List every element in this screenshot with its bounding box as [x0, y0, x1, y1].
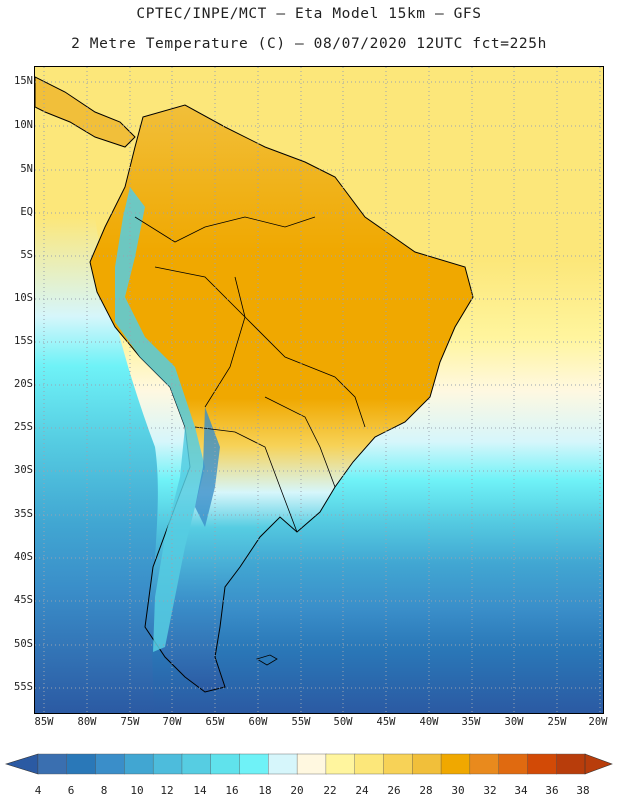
colorbar-swatch — [181, 753, 212, 775]
colorbar-label: 24 — [355, 784, 369, 797]
lon-label-25w: 25W — [547, 716, 567, 728]
lon-label-80w: 80W — [77, 716, 97, 728]
lon-label-55w: 55W — [291, 716, 311, 728]
lat-label-30s: 30S — [14, 464, 33, 476]
colorbar-label: 16 — [225, 784, 239, 797]
colorbar-label: 26 — [387, 784, 401, 797]
andes-cold-zone — [115, 187, 205, 652]
colorbar-label: 14 — [193, 784, 207, 797]
colorbar-label: 4 — [34, 784, 42, 797]
lon-label-35w: 35W — [461, 716, 481, 728]
colorbar-label: 34 — [514, 784, 528, 797]
lat-label-25s: 25S — [14, 421, 33, 433]
lat-label-10s: 10S — [14, 292, 33, 304]
colorbar-swatch — [152, 753, 183, 775]
lon-label-65w: 65W — [205, 716, 225, 728]
pacific-ocean-field — [35, 217, 158, 713]
colorbar-swatch — [440, 753, 471, 775]
colorbar-label: 8 — [100, 784, 108, 797]
colorbar-swatch — [383, 753, 413, 775]
lat-label-5s: 5S — [20, 249, 33, 261]
lon-label-60w: 60W — [248, 716, 268, 728]
temperature-map[interactable] — [34, 66, 604, 714]
lon-label-85w: 85W — [34, 716, 54, 728]
colorbar-label: 38 — [576, 784, 590, 797]
title-line-1: CPTEC/INPE/MCT – Eta Model 15km – GFS — [136, 6, 482, 22]
colorbar-label: 18 — [258, 784, 272, 797]
colorbar-arrow-high — [584, 753, 613, 775]
lat-lon-grid — [35, 67, 603, 713]
colorbar-label: 32 — [483, 784, 497, 797]
colorbar-label: 36 — [545, 784, 559, 797]
falkland-islands — [256, 654, 278, 666]
colorbar-label: 6 — [67, 784, 75, 797]
colorbar-swatch — [325, 753, 356, 775]
lat-label-eq: EQ — [20, 206, 33, 218]
lon-label-75w: 75W — [120, 716, 140, 728]
lat-label-10n: 10N — [14, 119, 33, 131]
lat-label-15s: 15S — [14, 335, 33, 347]
colorbar-swatch — [556, 753, 586, 775]
lat-label-35s: 35S — [14, 508, 33, 520]
andes-high-cold — [195, 407, 220, 527]
colorbar-swatch — [469, 753, 500, 775]
lon-label-45w: 45W — [376, 716, 396, 728]
colorbar-label: 10 — [130, 784, 144, 797]
colorbar-label: 12 — [160, 784, 174, 797]
colorbar-label: 22 — [323, 784, 337, 797]
country-borders — [134, 216, 366, 533]
colorbar-swatch — [239, 753, 270, 775]
lat-label-20s: 20S — [14, 378, 33, 390]
lon-label-20w: 20W — [588, 716, 608, 728]
lat-label-55s: 55S — [14, 681, 33, 693]
lat-label-40s: 40S — [14, 551, 33, 563]
colorbar — [4, 753, 613, 775]
colorbar-label: 30 — [451, 784, 465, 797]
lat-label-15n: 15N — [14, 75, 33, 87]
lat-label-45s: 45S — [14, 594, 33, 606]
colorbar-swatch — [66, 753, 97, 775]
colorbar-label: 20 — [290, 784, 304, 797]
colorbar-swatch — [268, 753, 298, 775]
colorbar-swatch — [412, 753, 442, 775]
lat-label-50s: 50S — [14, 638, 33, 650]
title-line-2: 2 Metre Temperature (C) – 08/07/2020 12U… — [71, 36, 547, 52]
colorbar-swatch — [296, 753, 327, 775]
colorbar-swatch — [498, 753, 529, 775]
colorbar-label: 28 — [419, 784, 433, 797]
colorbar-swatch — [95, 753, 126, 775]
colorbar-swatch — [527, 753, 557, 775]
central-america — [35, 76, 136, 148]
lat-label-5n: 5N — [20, 163, 33, 175]
colorbar-swatch — [124, 753, 154, 775]
map-canvas — [35, 67, 603, 713]
lon-label-50w: 50W — [333, 716, 353, 728]
colorbar-swatch — [210, 753, 241, 775]
lon-label-40w: 40W — [419, 716, 439, 728]
colorbar-swatch — [37, 753, 68, 775]
colorbar-swatch — [354, 753, 385, 775]
lon-label-70w: 70W — [162, 716, 182, 728]
colorbar-arrow-low — [4, 753, 39, 775]
lon-label-30w: 30W — [504, 716, 524, 728]
